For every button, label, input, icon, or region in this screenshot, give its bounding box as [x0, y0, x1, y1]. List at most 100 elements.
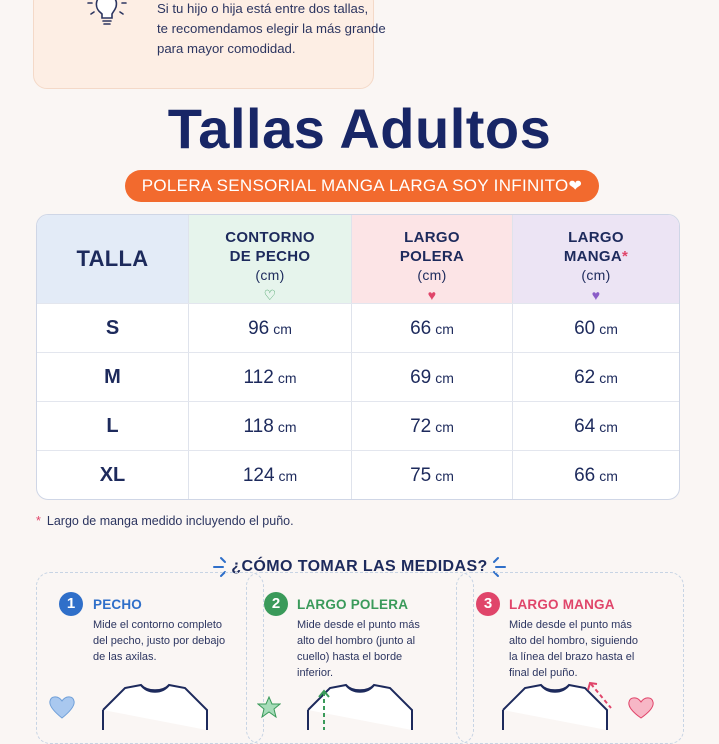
footnote: * Largo de manga medido incluyendo el puñ…	[36, 514, 294, 528]
size-table: TALLA CONTORNO DE PECHO (cm) ♡ LARGO POL…	[36, 214, 680, 500]
pecho-cell: 112 cm	[189, 353, 351, 402]
value: 112	[243, 367, 274, 388]
step-line: Mide desde el punto más	[297, 619, 420, 631]
polera-cell: 66 cm	[352, 304, 512, 353]
tip-text: Si tu hijo o hija está entre dos tallas,…	[157, 0, 407, 59]
tip-line: Si tu hijo o hija está entre dos tallas,	[157, 1, 369, 16]
heart-decoration-icon	[628, 697, 654, 719]
step-description: Mide desde el punto más alto del hombro,…	[509, 617, 659, 681]
value: 69	[410, 367, 432, 388]
step-line: cuello) hasta el borde	[297, 651, 403, 663]
tip-line: para mayor comodidad.	[157, 41, 296, 56]
unit: cm	[273, 321, 292, 337]
header-line: POLERA	[399, 248, 465, 265]
heart-icon: ♥	[427, 287, 437, 303]
size-cell: M	[104, 366, 121, 388]
column-divider	[351, 215, 352, 499]
unit: cm	[435, 468, 454, 484]
value: 72	[410, 416, 432, 437]
header-unit: (cm)	[417, 267, 447, 283]
page-title: Tallas Adultos	[167, 97, 552, 160]
table-row: L 118 cm 72 cm 64 cm	[37, 402, 679, 451]
row-divider	[37, 352, 679, 353]
footnote-star: *	[36, 514, 41, 528]
step-line: alto del hombro, siguiendo	[509, 635, 639, 647]
table-row: S 96 cm 66 cm 60 cm	[37, 304, 679, 353]
polera-cell: 72 cm	[352, 402, 512, 451]
value: 75	[410, 465, 432, 486]
step-description: Mide el contorno completo del pecho, jus…	[93, 617, 243, 665]
header-line: MANGA*	[513, 247, 679, 266]
tip-box: Si tu hijo o hija está entre dos tallas,…	[33, 0, 386, 89]
step-line: Mide desde el punto más	[509, 619, 632, 631]
unit: cm	[435, 321, 454, 337]
value: 64	[574, 416, 596, 437]
unit: cm	[599, 370, 618, 386]
table-row: M 112 cm 69 cm 62 cm	[37, 353, 679, 402]
step-title: LARGO MANGA	[509, 597, 615, 612]
column-divider	[188, 215, 189, 499]
manga-cell: 62 cm	[513, 353, 679, 402]
shirt-illustration-icon	[502, 681, 612, 730]
step-title: LARGO POLERA	[297, 597, 409, 612]
pecho-cell: 124 cm	[189, 451, 351, 499]
header-line: LARGO	[404, 229, 460, 246]
header-unit: (cm)	[255, 267, 285, 283]
value: 62	[574, 367, 596, 388]
step-line: la línea del brazo hasta el	[509, 651, 635, 663]
manga-cell: 66 cm	[513, 451, 679, 499]
pecho-cell: 96 cm	[189, 304, 351, 353]
step-line: Mide el contorno completo	[93, 619, 223, 631]
polera-cell: 69 cm	[352, 353, 512, 402]
value: 60	[574, 318, 596, 339]
header-polera: LARGO POLERA (cm) ♥	[352, 215, 512, 303]
value: 96	[248, 318, 270, 339]
header-line: CONTORNO	[225, 229, 315, 246]
unit: cm	[599, 468, 618, 484]
header-pecho: CONTORNO DE PECHO (cm) ♡	[189, 215, 351, 303]
row-divider	[37, 303, 679, 304]
unit: cm	[599, 419, 618, 435]
header-line: DE PECHO	[229, 248, 311, 265]
heart-icon: ❤	[568, 178, 583, 195]
step-line: inferior.	[297, 667, 334, 679]
table-row: XL 124 cm 75 cm 66 cm	[37, 451, 679, 499]
size-cell: L	[106, 415, 119, 437]
unit: cm	[599, 321, 618, 337]
product-subtitle: POLERA SENSORIAL MANGA LARGA SOY INFINIT…	[125, 170, 599, 202]
star-decoration-icon	[257, 696, 281, 718]
shirt-illustration-icon	[102, 683, 208, 730]
unit: cm	[278, 468, 298, 484]
unit: cm	[435, 419, 454, 435]
step-number: 3	[476, 592, 500, 616]
heart-decoration-icon	[49, 696, 75, 719]
step-number: 1	[59, 592, 83, 616]
pecho-cell: 118 cm	[189, 402, 351, 451]
heart-icon: ♥	[591, 287, 601, 303]
howto-title: ¿CÓMO TOMAR LAS MEDIDAS?	[231, 558, 488, 575]
step-line: alto del hombro (junto al	[297, 635, 416, 647]
value: 118	[243, 416, 274, 437]
step-title: PECHO	[93, 597, 143, 612]
unit: cm	[277, 419, 297, 435]
header-manga: LARGO MANGA* (cm) ♥	[513, 215, 679, 303]
step-line: final del puño.	[509, 667, 578, 679]
row-divider	[37, 401, 679, 402]
manga-cell: 60 cm	[513, 304, 679, 353]
size-cell: S	[105, 317, 120, 339]
header-talla: TALLA	[37, 215, 188, 303]
shirt-illustration-icon	[307, 683, 413, 730]
step-line: del pecho, justo por debajo	[93, 635, 226, 647]
header-line: LARGO	[568, 229, 624, 246]
size-cell: XL	[99, 464, 126, 486]
polera-cell: 75 cm	[352, 451, 512, 499]
value: 66	[574, 465, 596, 486]
footnote-star: *	[622, 248, 629, 265]
value: 124	[242, 465, 275, 486]
step-number: 2	[264, 592, 288, 616]
tip-line: te recomendamos elegir la más grande	[157, 21, 386, 36]
footnote-text: Largo de manga medido incluyendo el puño…	[46, 514, 294, 528]
row-divider	[37, 450, 679, 451]
header-line-text: MANGA	[563, 248, 623, 265]
unit: cm	[435, 370, 454, 386]
